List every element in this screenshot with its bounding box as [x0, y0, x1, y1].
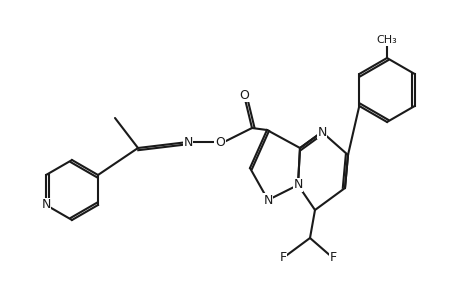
Text: O: O [215, 136, 224, 148]
Text: N: N [293, 178, 302, 191]
Text: N: N [41, 199, 50, 212]
Text: N: N [183, 136, 192, 148]
Text: N: N [317, 125, 326, 139]
Text: F: F [279, 251, 286, 265]
Text: F: F [329, 251, 336, 265]
Text: O: O [239, 88, 248, 101]
Text: CH₃: CH₃ [376, 35, 397, 45]
Text: N: N [263, 194, 272, 206]
